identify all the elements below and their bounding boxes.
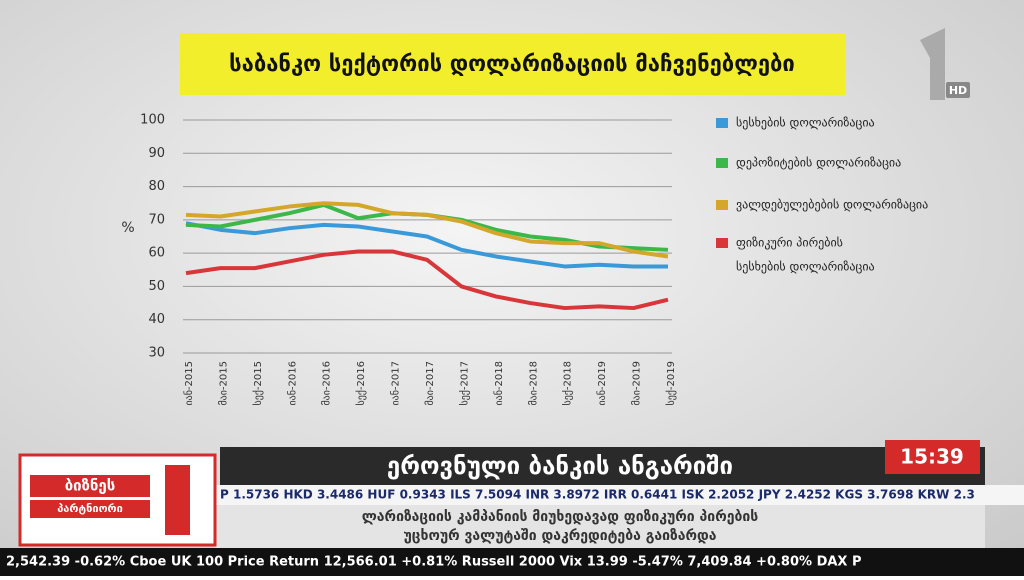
data-line (185, 249, 669, 311)
legend-swatch (716, 118, 728, 128)
y-tick-label: 60 (148, 246, 165, 261)
logo-bar (30, 500, 150, 518)
x-tick-label: მაი-2017 (424, 361, 436, 406)
x-tick-label: იან-2019 (596, 361, 608, 406)
plot: 30 40 50 60 70 80 90 100 იან-2015 მაი-2015 სექ-201… (140, 113, 928, 406)
headline: ეროვნული ბანკის ანგარიში (387, 452, 733, 480)
hd-badge: HD (949, 84, 967, 97)
y-axis-label: % (121, 220, 134, 236)
legend-label: დეპოზიტების დოლარიზაცია (736, 156, 901, 170)
legend-label: სესხების დოლარიზაცია (736, 116, 875, 130)
x-tick-label: იან-2017 (390, 361, 402, 406)
legend-label: სესხების დოლარიზაცია (736, 260, 875, 274)
y-tick-label: 100 (140, 113, 165, 128)
headline-bar (220, 447, 985, 485)
logo-text: პარტნიორი (57, 502, 123, 515)
x-tick-label: სექ-2016 (355, 361, 367, 406)
data-line (185, 201, 669, 259)
legend-swatch (716, 238, 728, 248)
x-tick-label: მაი-2015 (217, 361, 229, 406)
x-tick-label: იან-2018 (493, 361, 505, 406)
legend-swatch (716, 158, 728, 168)
chart-title: საბანკო სექტორის დოლარიზაციის მაჩვენებლე… (229, 52, 795, 77)
y-tick-label: 80 (148, 179, 165, 194)
subheadline-line: ლარიზაციის კამპანიის მიუხედავად ფიზიკური… (362, 509, 759, 525)
currency-ticker: P 1.5736 HKD 3.4486 HUF 0.9343 ILS 7.509… (220, 488, 975, 502)
title-box (180, 33, 845, 95)
clock: 15:39 (900, 445, 964, 469)
y-tick-label: 40 (148, 312, 165, 327)
x-tick-label: სექ-2018 (562, 361, 574, 406)
x-tick-label: იან-2016 (286, 361, 298, 406)
x-tick-label: სექ-2019 (665, 361, 677, 406)
subheadline-line: უცხოურ ვალუტაში დაკრედიტება გაიზარდა (404, 528, 717, 544)
channel-logo (920, 28, 945, 100)
legend-swatch (716, 200, 728, 210)
x-tick-label: მაი-2019 (631, 361, 643, 406)
hd-box (946, 82, 970, 98)
x-tick-label: მაი-2016 (321, 361, 333, 406)
logo-mark (165, 465, 190, 535)
x-tick-label: იან-2015 (183, 361, 195, 406)
subheadline-box (215, 505, 985, 548)
market-ticker: 2,542.39 -0.62% Cboe UK 100 Price Return… (6, 555, 862, 570)
clock-box (885, 440, 980, 474)
y-tick-label: 90 (148, 146, 165, 161)
y-tick-label: 30 (148, 346, 165, 361)
market-strip (0, 548, 1024, 576)
y-tick-label: 50 (148, 279, 165, 294)
legend-label: ვალდებულებების დოლარიზაცია (736, 198, 928, 212)
x-tick-label: სექ-2015 (252, 361, 264, 406)
legend-label: ფიზიკური პირების (736, 236, 843, 250)
y-tick-label: 70 (148, 212, 165, 227)
logo-text: ბიზნეს (65, 477, 116, 495)
logo-bar (30, 475, 150, 497)
currency-strip (215, 485, 1024, 505)
x-tick-label: სექ-2017 (458, 361, 470, 406)
data-line (185, 221, 668, 269)
x-tick-label: მაი-2018 (527, 361, 539, 406)
